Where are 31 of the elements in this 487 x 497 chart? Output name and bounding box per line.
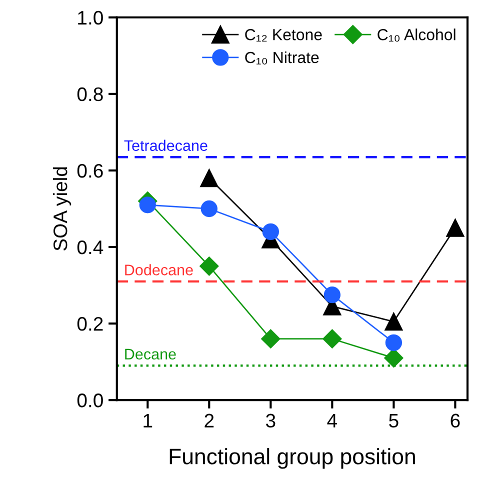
x-tick-label: 5 — [389, 414, 398, 428]
ref-line-label: Tetradecane — [124, 140, 208, 151]
point — [200, 256, 219, 276]
y-tick-label: 1.0 — [78, 10, 103, 25]
x-tick-label: 2 — [204, 414, 214, 428]
ref-line-label: Decane — [125, 348, 176, 360]
point — [446, 218, 464, 237]
legend-label: C₁₀ Nitrate — [245, 51, 319, 64]
y-axis-title: SOA yield — [52, 167, 72, 251]
ref-line-label: Dodecane — [125, 264, 193, 276]
point — [262, 223, 280, 240]
y-tick-label: 0.2 — [77, 317, 103, 331]
point — [261, 329, 280, 348]
point — [324, 286, 341, 304]
y-tick-label: 0.8 — [77, 87, 103, 102]
x-tick-label: 4 — [327, 414, 338, 428]
point — [385, 334, 402, 352]
point — [384, 312, 403, 331]
point — [200, 169, 218, 188]
point — [139, 196, 156, 214]
point — [322, 329, 342, 348]
y-tick-label: 0.0 — [77, 394, 103, 408]
y-tick-label: 0.6 — [77, 164, 103, 178]
x-axis-title: Functional group position — [170, 448, 415, 469]
legend-label: C₁₂ Ketone — [245, 28, 322, 42]
x-tick-label: 1 — [144, 414, 152, 428]
point — [200, 200, 218, 218]
x-tick-label: 6 — [450, 414, 460, 428]
x-tick-label: 3 — [266, 414, 276, 428]
legend-label: C₁₀ Alcohol — [378, 28, 456, 42]
y-tick-label: 0.4 — [77, 240, 104, 254]
